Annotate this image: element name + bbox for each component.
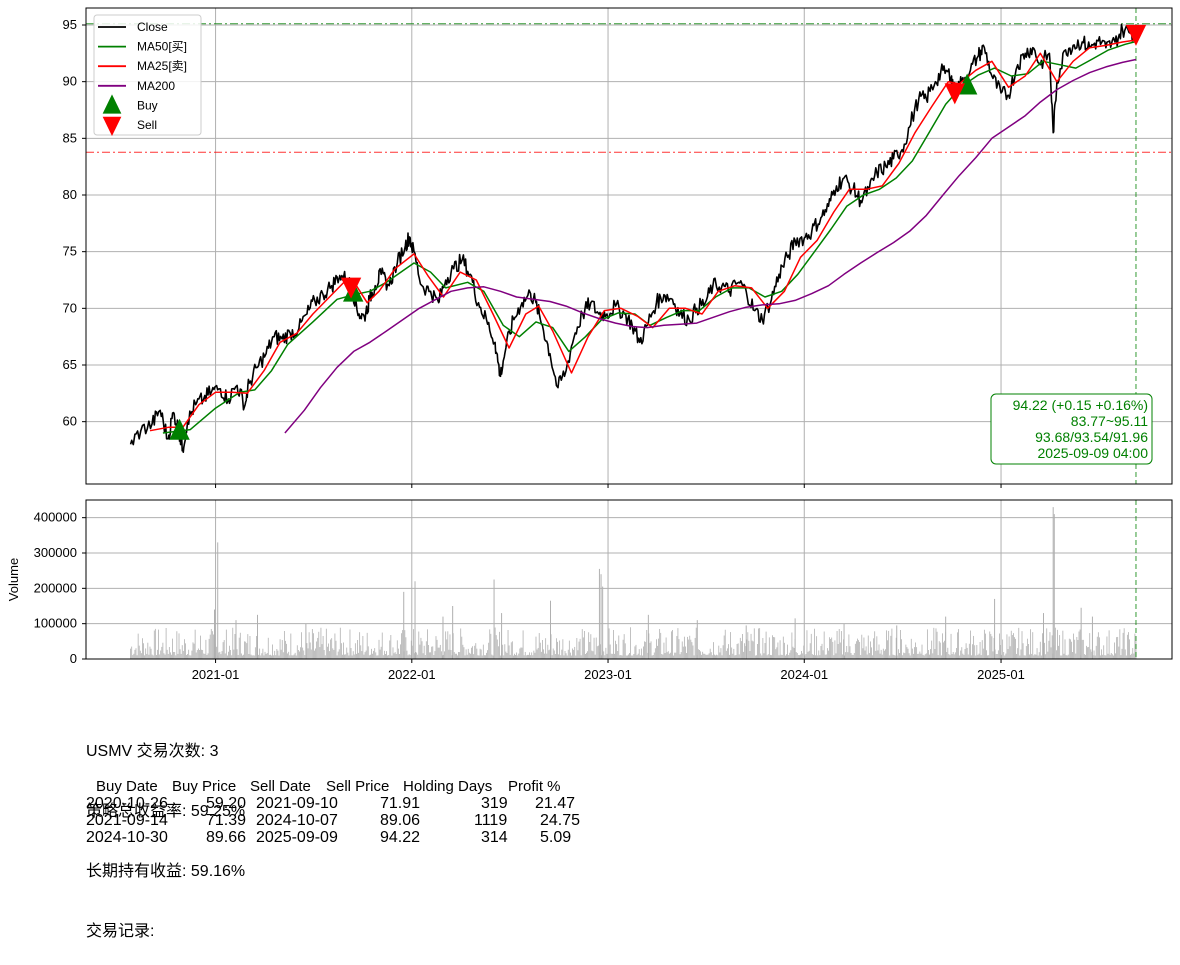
cell-sell-price: 89.06 — [380, 812, 421, 829]
legend-label: Close — [137, 20, 168, 34]
cell-profit: 5.09 — [540, 829, 572, 846]
cell-profit: 24.75 — [540, 812, 581, 829]
volume-tick-label: 0 — [70, 651, 77, 666]
cell-buy-date: 2024-10-30 — [86, 829, 168, 846]
info-box-frame — [990, 393, 1153, 465]
cell-buy-price: 59.20 — [206, 795, 247, 812]
info-box: 94.22 (+0.15 +0.16%)83.77~95.1193.68/93.… — [990, 393, 1153, 465]
legend: Close MA50[买] MA25[卖] MA200 Buy Sell — [93, 14, 202, 136]
price-tick-label: 60 — [63, 414, 77, 429]
volume-tick-label: 200000 — [34, 580, 77, 595]
series-line-ma25 — [149, 39, 1137, 432]
price-tick-label: 65 — [63, 357, 77, 372]
legend-box — [93, 14, 202, 136]
cell-sell-price: 94.22 — [380, 829, 421, 846]
cell-holding-days: 1119 — [474, 812, 508, 829]
cell-buy-price: 71.39 — [206, 812, 247, 829]
series-line-close — [129, 23, 1137, 453]
info-box-line: 94.22 (+0.15 +0.16%) — [1013, 397, 1148, 413]
price-tick-label: 85 — [63, 130, 77, 145]
legend-swatch — [102, 116, 122, 136]
buy-marker — [169, 418, 190, 440]
trade-count-line: USMV 交易次数: 3 — [86, 743, 219, 760]
trade-row: 2024-10-30 89.66 2025-09-09 94.22 314 5.… — [86, 829, 571, 846]
sell-marker — [1125, 24, 1147, 46]
volume-axis-label: Volume — [6, 558, 21, 601]
series-line-ma200 — [284, 58, 1137, 434]
price-tick-label: 95 — [63, 17, 77, 32]
price-tick-label: 80 — [63, 187, 77, 202]
legend-label: Buy — [137, 98, 158, 112]
volume-tick-label-x: 2025-01 — [977, 667, 1025, 682]
strategy-return-line: 策略总收益率: 59.25% — [86, 803, 246, 820]
header-sell-date: Sell Date — [250, 778, 311, 795]
chart-canvas: 60 65 70 75 80 85 90 95 Close MA50[买] MA25[卖] MA200… — [6, 7, 1173, 682]
series-line-ma50 — [162, 40, 1137, 434]
sell-marker — [944, 83, 965, 105]
trade-records-table: Buy Date Buy Price Sell Date Sell Price … — [86, 778, 580, 846]
price-tick-label: 75 — [63, 244, 77, 259]
volume-tick-label-x: 2024-01 — [780, 667, 828, 682]
cell-sell-date: 2025-09-09 — [256, 829, 338, 846]
cell-buy-date: 2020-10-26 — [86, 795, 168, 812]
cell-sell-date: 2021-09-10 — [256, 795, 338, 812]
legend-swatch — [102, 94, 122, 114]
trade-row: 2021-09-14 71.39 2024-10-07 89.06 1119 2… — [86, 812, 580, 829]
cell-holding-days: 314 — [481, 829, 508, 846]
trade-records-title: 交易记录: — [86, 923, 155, 940]
header-buy-price: Buy Price — [172, 778, 237, 795]
header-buy-date: Buy Date — [96, 778, 158, 795]
volume-tick-label: 300000 — [34, 545, 77, 560]
price-plot-frame — [85, 7, 1173, 485]
volume-tick-label-x: 2023-01 — [584, 667, 632, 682]
volume-tick-label: 100000 — [34, 616, 77, 631]
cell-sell-date: 2024-10-07 — [256, 812, 338, 829]
cell-profit: 21.47 — [535, 795, 576, 812]
header-sell-price: Sell Price — [326, 778, 390, 795]
legend-label: Sell — [137, 118, 157, 132]
price-tick-label: 70 — [63, 300, 77, 315]
volume-tick-label: 400000 — [34, 510, 77, 525]
cell-holding-days: 319 — [481, 795, 508, 812]
volume-plot-frame — [85, 499, 1173, 660]
sell-marker — [340, 277, 362, 299]
legend-label: MA200 — [137, 79, 175, 93]
cell-sell-price: 71.91 — [380, 795, 421, 812]
legend-label: MA25[卖] — [137, 59, 187, 73]
volume-tick-label-x: 2021-01 — [192, 667, 240, 682]
price-panel: 60 65 70 75 80 85 90 95 Close MA50[买] MA25[卖] MA200… — [63, 7, 1173, 488]
header-holding-days: Holding Days — [403, 778, 493, 795]
volume-panel: 0 100000 200000 300000 400000 2021-01 2022-01 2… — [6, 499, 1173, 682]
cell-buy-date: 2021-09-14 — [86, 812, 168, 829]
info-box-line: 2025-09-09 04:00 — [1037, 445, 1148, 461]
legend-label: MA50[买] — [137, 40, 187, 54]
trade-row: 2020-10-26 59.20 2021-09-10 71.91 319 21… — [86, 795, 575, 812]
info-box-line: 93.68/93.54/91.96 — [1035, 429, 1148, 445]
cell-buy-price: 89.66 — [206, 829, 247, 846]
header-profit: Profit % — [508, 778, 561, 795]
volume-tick-label-x: 2022-01 — [388, 667, 436, 682]
info-box-line: 83.77~95.11 — [1071, 413, 1148, 429]
buy-hold-return-line: 长期持有收益: 59.16% — [86, 863, 246, 880]
trade-table-header: Buy Date Buy Price Sell Date Sell Price … — [86, 778, 561, 795]
price-tick-label: 90 — [63, 74, 77, 89]
